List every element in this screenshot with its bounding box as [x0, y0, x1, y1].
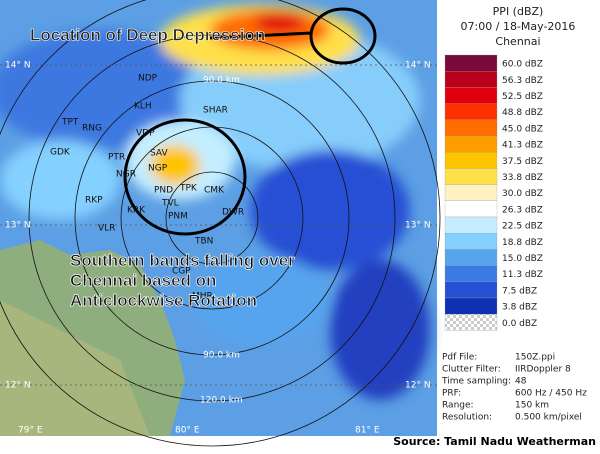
place-label: SHAR — [203, 106, 228, 116]
place-label: VLR — [98, 224, 115, 234]
place-label: PTR — [108, 153, 125, 163]
legend-swatch — [444, 216, 498, 234]
grid-label: 13° N — [5, 221, 31, 231]
legend-label: 26.3 dBZ — [502, 205, 543, 215]
legend-label: 3.8 dBZ — [502, 303, 537, 313]
legend-swatch — [444, 184, 498, 201]
legend-label: 48.8 dBZ — [502, 108, 543, 118]
radar-map — [0, 0, 441, 447]
place-label: TVL — [161, 199, 179, 209]
range-ring-label: 90.0 km — [203, 351, 240, 361]
side-panel: PPI (dBZ) 07:00 / 18-May-2016 Chennai 60.0 … — [393, 5, 596, 448]
grid-label: 80° E — [175, 426, 200, 436]
info-key: Range: — [442, 401, 474, 411]
legend-swatch — [444, 135, 498, 153]
legend-swatch — [444, 87, 498, 104]
legend-swatch — [444, 281, 498, 299]
legend-label: 52.5 dBZ — [502, 92, 543, 102]
station: Chennai — [495, 35, 540, 48]
legend-swatch — [444, 54, 498, 72]
place-label: KRK — [127, 206, 146, 216]
info-value: IIRDoppler 8 — [515, 365, 571, 375]
legend-label: 60.0 dBZ — [502, 60, 543, 70]
info-key: Pdf File: — [442, 353, 477, 363]
legend-label: 18.8 dBZ — [502, 238, 543, 248]
time: 07:00 / 18-May-2016 — [461, 20, 576, 33]
place-label: TBN — [194, 237, 213, 247]
info-key: Clutter Filter: — [442, 365, 501, 375]
legend-swatch — [444, 249, 498, 266]
place-label: NGP — [148, 164, 168, 174]
info-key: PRF: — [442, 389, 461, 399]
legend-label: 15.0 dBZ — [502, 254, 543, 264]
legend-label: 37.5 dBZ — [502, 157, 543, 167]
legend-swatch — [444, 314, 498, 331]
place-label: KLH — [134, 102, 152, 112]
annotation: Location of Deep Depression — [30, 25, 265, 44]
legend-label: 33.8 dBZ — [502, 173, 543, 183]
source: Source: Tamil Nadu Weatherman — [393, 435, 596, 448]
place-label: GDK — [50, 148, 71, 158]
place-label: NDP — [138, 74, 158, 84]
legend-swatch — [444, 200, 498, 218]
grid-label: 14° N — [405, 61, 431, 71]
legend-swatch — [444, 233, 498, 250]
place-label: DWR — [222, 208, 244, 218]
legend-label: 41.3 dBZ — [502, 141, 543, 151]
place-label: CMK — [204, 186, 225, 196]
grid-label: 12° N — [5, 381, 31, 391]
legend-label: 56.3 dBZ — [502, 76, 543, 86]
place-label: RKP — [85, 196, 103, 206]
place-label: VDP — [136, 129, 155, 139]
place-label: TPT — [61, 118, 79, 128]
range-ring-label: 120.0 km — [200, 396, 243, 406]
legend-label: 30.0 dBZ — [502, 189, 543, 199]
place-label: NGR — [116, 170, 136, 180]
place-label: PND — [154, 186, 173, 196]
legend-swatch — [444, 265, 498, 282]
legend-swatch — [444, 71, 498, 88]
grid-label: 13° N — [405, 221, 431, 231]
legend-label: 22.5 dBZ — [502, 222, 543, 232]
place-label: TPK — [179, 184, 198, 194]
place-label: SAV — [150, 149, 168, 159]
range-ring-label: 90.0 km — [203, 76, 240, 86]
info-value: 150Z.ppi — [515, 353, 555, 363]
info-value: 150 km — [515, 401, 549, 411]
legend-label: 7.5 dBZ — [502, 286, 537, 296]
place-label: CGP — [172, 267, 191, 277]
legend-swatch — [444, 103, 498, 120]
legend-swatch — [444, 152, 498, 169]
grid-label: 79° E — [18, 426, 43, 436]
annotation: Southern bands falling over Chennai based… — [70, 251, 295, 310]
info-value: 48 — [515, 377, 527, 387]
legend-label: 45.0 dBZ — [502, 124, 543, 134]
info-key: Resolution: — [442, 413, 492, 423]
place-label: PNM — [168, 212, 188, 222]
place-label: MHR — [192, 292, 213, 302]
legend-label: 0.0 dBZ — [502, 319, 537, 329]
grid-label: 14° N — [5, 61, 31, 71]
legend-label: 11.3 dBZ — [502, 270, 543, 280]
title: PPI (dBZ) — [493, 5, 544, 18]
legend-swatch — [444, 168, 498, 185]
grid-label: 12° N — [405, 381, 431, 391]
info-value: 0.500 km/pixel — [515, 413, 582, 423]
legend-swatch — [444, 119, 498, 137]
place-label: RNG — [82, 124, 102, 134]
grid-label: 81° E — [355, 426, 380, 436]
info-key: Time sampling: — [441, 377, 511, 387]
legend-swatch — [444, 297, 498, 315]
info-value: 600 Hz / 450 Hz — [515, 389, 587, 399]
